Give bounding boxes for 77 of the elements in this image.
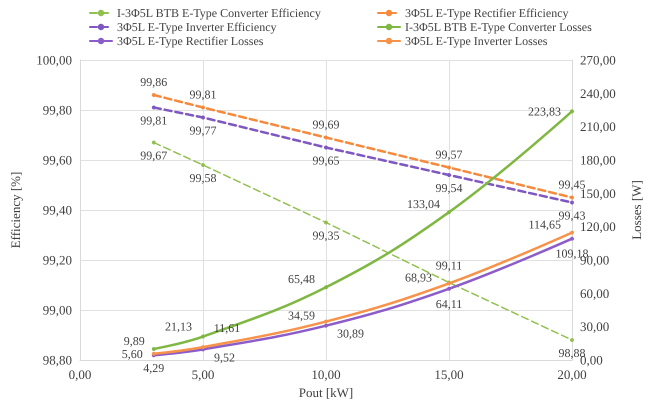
point (324, 136, 328, 140)
data-label: 30,89 (337, 326, 364, 341)
data-label: 21,13 (165, 320, 192, 334)
point (570, 236, 574, 241)
point (447, 166, 451, 170)
data-label: 99,81 (190, 88, 216, 102)
data-label: 223,83 (528, 104, 561, 118)
legend-label: I-3Φ5L BTB E-Type Converter Efficiency (117, 6, 321, 20)
point (447, 286, 451, 291)
data-label: 99,81 (140, 114, 168, 128)
point (201, 106, 205, 110)
data-label: 99,11 (436, 258, 462, 272)
point (152, 93, 156, 97)
y2-axis-title: Losses [W] (629, 180, 644, 240)
y-tick-label: 100,00 (36, 52, 72, 68)
legend-label: 3Φ5L E-Type Rectifier Losses (117, 34, 264, 48)
data-label: 9,89 (124, 334, 145, 348)
data-label: 99,77 (190, 124, 216, 138)
x-axis-title: Pout [kW] (298, 384, 354, 400)
point (201, 163, 205, 167)
data-label: 68,93 (405, 270, 432, 284)
data-label: 4,29 (143, 361, 164, 376)
legend-label: I-3Φ5L BTB E-Type Converter Losses (405, 20, 592, 34)
y-tick-label: 99,20 (42, 252, 72, 268)
y2-tick-label: 270,00 (580, 52, 616, 68)
y2-tick-label: 30,00 (580, 319, 610, 334)
y2-tick-label: 60,00 (580, 286, 610, 301)
data-label: 133,04 (407, 197, 440, 212)
y-tick-label: 99,40 (42, 202, 72, 218)
y-tick-label: 99,00 (42, 302, 72, 318)
point (570, 338, 574, 342)
data-label: 99,65 (312, 154, 340, 168)
data-label: 99,45 (558, 178, 586, 192)
legend-label: 3Φ5L E-Type Rectifier Efficiency (405, 6, 569, 20)
data-label: 99,67 (140, 148, 168, 162)
x-tick-label: 15,00 (434, 367, 464, 382)
point (570, 196, 574, 200)
y-tick-label: 99,80 (42, 102, 72, 118)
point (324, 285, 328, 290)
point (152, 347, 156, 352)
point (324, 320, 328, 324)
data-label: 99,69 (312, 118, 340, 132)
point (152, 140, 156, 144)
data-label: 65,48 (288, 272, 315, 286)
y2-tick-label: 210,00 (580, 119, 616, 134)
point (324, 146, 328, 150)
data-label: 64,11 (436, 296, 462, 311)
point (324, 220, 328, 224)
point (570, 109, 574, 114)
data-label: 9,52 (214, 350, 235, 364)
point (152, 106, 156, 110)
x-tick-label: 20,00 (557, 367, 587, 382)
data-label: 114,65 (528, 218, 561, 232)
data-label: 99,57 (436, 148, 462, 162)
x-tick-label: 5,00 (192, 367, 214, 382)
y-axis-title: Efficiency [%] (8, 172, 23, 248)
x-tick-label: 0,00 (68, 367, 92, 382)
point (201, 116, 205, 120)
data-label: 99,58 (190, 171, 216, 185)
data-label: 99,86 (140, 75, 168, 89)
point (447, 173, 451, 177)
point (447, 210, 451, 214)
point (570, 200, 574, 204)
legend-label: 3Φ5L E-Type Inverter Efficiency (117, 20, 277, 34)
point (324, 324, 328, 328)
data-label: 99,35 (312, 228, 340, 242)
data-label: 34,59 (288, 308, 315, 323)
y2-tick-label: 180,00 (580, 152, 616, 168)
point (570, 230, 574, 235)
point (201, 334, 205, 339)
data-label: 5,60 (122, 346, 143, 361)
y-tick-label: 99,60 (42, 152, 72, 168)
y2-tick-label: 240,00 (580, 86, 616, 101)
x-tick-label: 10,00 (311, 367, 341, 382)
legend-label: 3Φ5L E-Type Inverter Losses (405, 34, 548, 48)
y-tick-label: 98,80 (42, 352, 72, 368)
data-label: 99,54 (436, 181, 462, 195)
